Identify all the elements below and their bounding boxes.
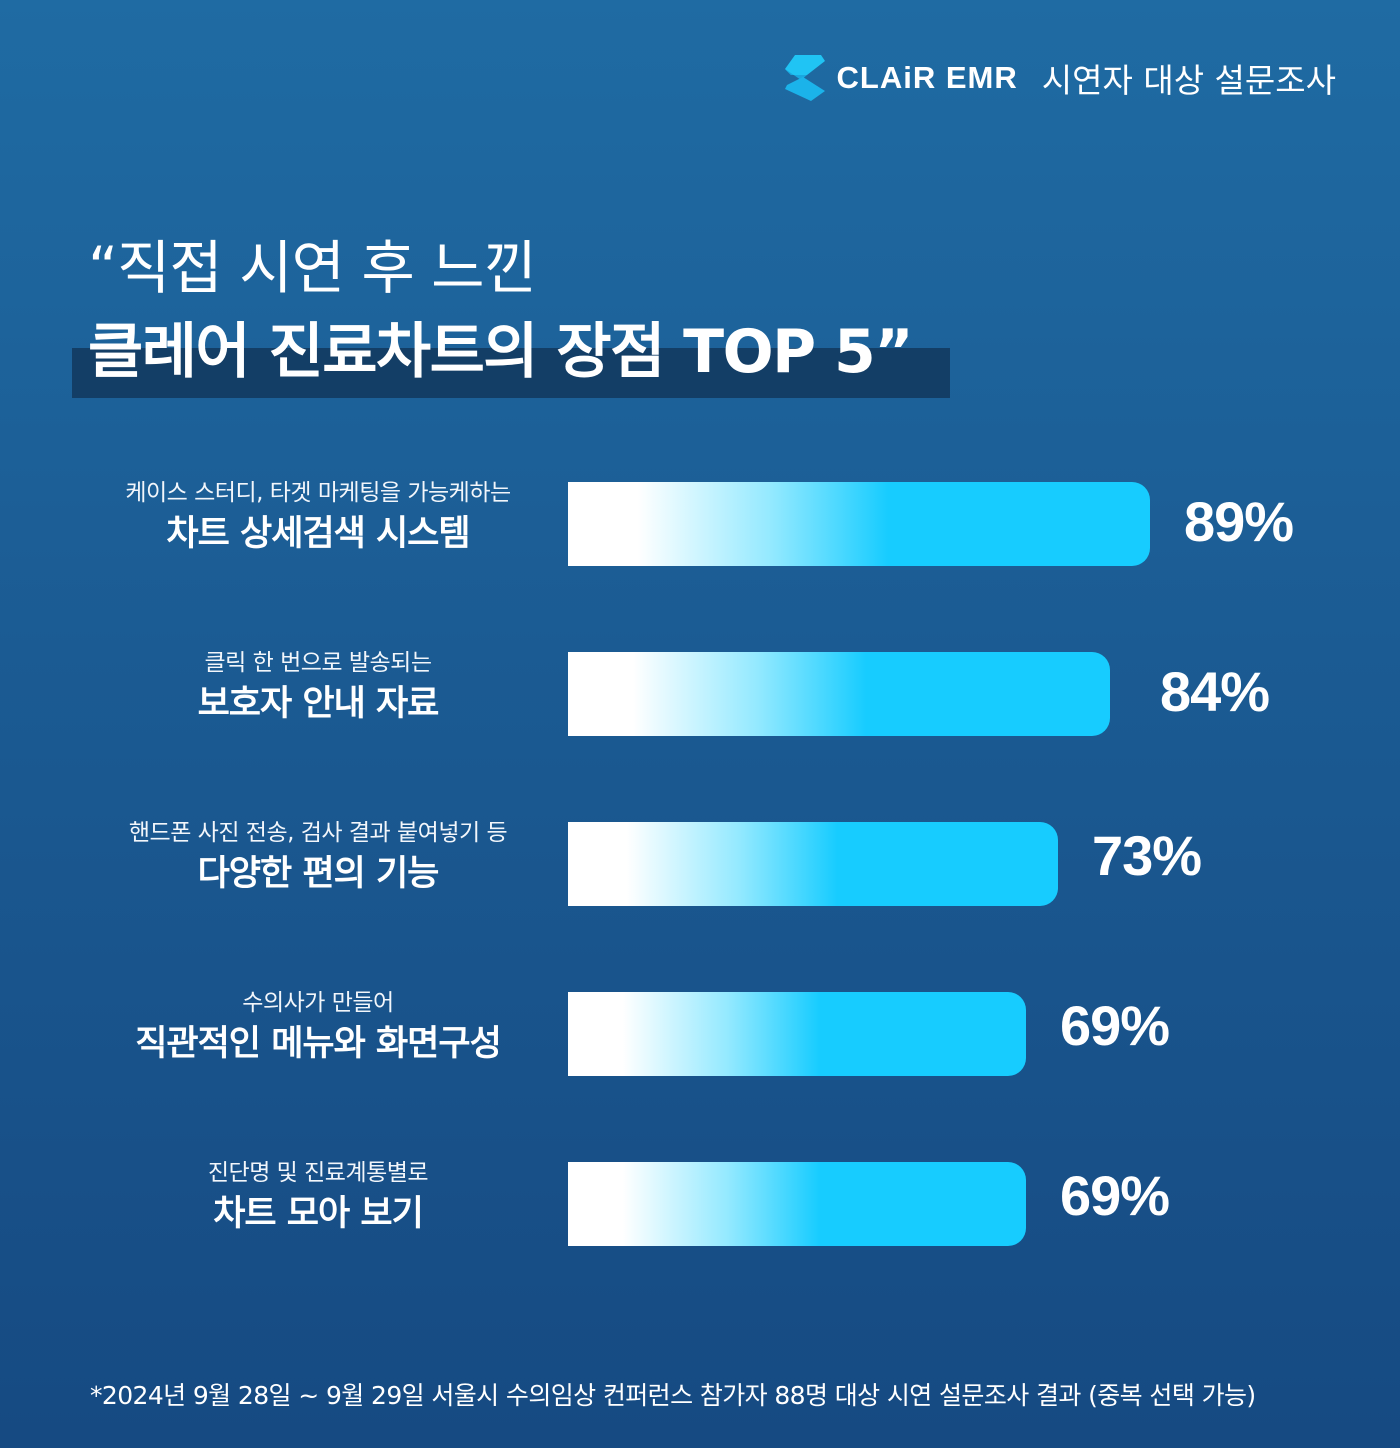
brand-subtitle: 시연자 대상 설문조사: [1041, 61, 1336, 100]
row-title: 다양한 편의 기능: [197, 854, 440, 894]
percentage-value: 69%: [1060, 994, 1170, 1057]
percentage-value: 73%: [1092, 824, 1202, 887]
brand-name: CLAiR EMR: [836, 60, 1018, 95]
bar: [568, 822, 1058, 906]
row-description: 케이스 스터디, 타겟 마케팅을 가능케하는: [125, 480, 511, 506]
row-label: 수의사가 만들어 직관적인 메뉴와 화면구성: [88, 986, 548, 1068]
bar: [568, 1162, 1026, 1246]
row-label: 케이스 스터디, 타겟 마케팅을 가능케하는 차트 상세검색 시스템: [88, 476, 548, 558]
row-label: 진단명 및 진료계통별로 차트 모아 보기: [88, 1156, 548, 1238]
bar: [568, 482, 1150, 566]
bar: [568, 652, 1110, 736]
headline: “직접 시연 후 느낀 클레어 진료차트의 장점 TOP 5”: [72, 232, 950, 398]
headline-line2: 클레어 진료차트의 장점 TOP 5”: [88, 317, 914, 387]
chart-row: 핸드폰 사진 전송, 검사 결과 붙여넣기 등 다양한 편의 기능 73%: [0, 820, 1400, 906]
headline-highlight-band: [72, 348, 950, 398]
percentage-value: 84%: [1160, 660, 1270, 723]
row-description: 진단명 및 진료계통별로: [207, 1160, 429, 1186]
percentage-value: 69%: [1060, 1164, 1170, 1227]
chart-row: 수의사가 만들어 직관적인 메뉴와 화면구성 69%: [0, 990, 1400, 1076]
chart-row: 진단명 및 진료계통별로 차트 모아 보기 69%: [0, 1160, 1400, 1246]
survey-footnote: *2024년 9월 28일 ~ 9월 29일 서울시 수의임상 컨퍼런스 참가자…: [90, 1381, 1256, 1410]
percentage-value: 89%: [1184, 490, 1294, 553]
row-title: 차트 상세검색 시스템: [166, 514, 470, 554]
row-title: 직관적인 메뉴와 화면구성: [135, 1024, 502, 1064]
row-title: 차트 모아 보기: [213, 1194, 424, 1234]
headline-line1: “직접 시연 후 느낀: [88, 234, 537, 302]
clair-logo-icon: [784, 55, 825, 101]
chart-row: 케이스 스터디, 타겟 마케팅을 가능케하는 차트 상세검색 시스템 89%: [0, 480, 1400, 566]
row-label: 핸드폰 사진 전송, 검사 결과 붙여넣기 등 다양한 편의 기능: [88, 816, 548, 898]
bar: [568, 992, 1026, 1076]
row-label: 클릭 한 번으로 발송되는 보호자 안내 자료: [88, 646, 548, 728]
row-description: 수의사가 만들어: [242, 990, 394, 1016]
chart-row: 클릭 한 번으로 발송되는 보호자 안내 자료 84%: [0, 650, 1400, 736]
row-description: 클릭 한 번으로 발송되는: [204, 650, 432, 676]
headline-line2-wrap: 클레어 진료차트의 장점 TOP 5”: [72, 314, 950, 398]
brand-header: CLAiR EMR 시연자 대상 설문조사: [781, 52, 1336, 104]
row-title: 보호자 안내 자료: [197, 684, 440, 724]
row-description: 핸드폰 사진 전송, 검사 결과 붙여넣기 등: [128, 820, 508, 846]
